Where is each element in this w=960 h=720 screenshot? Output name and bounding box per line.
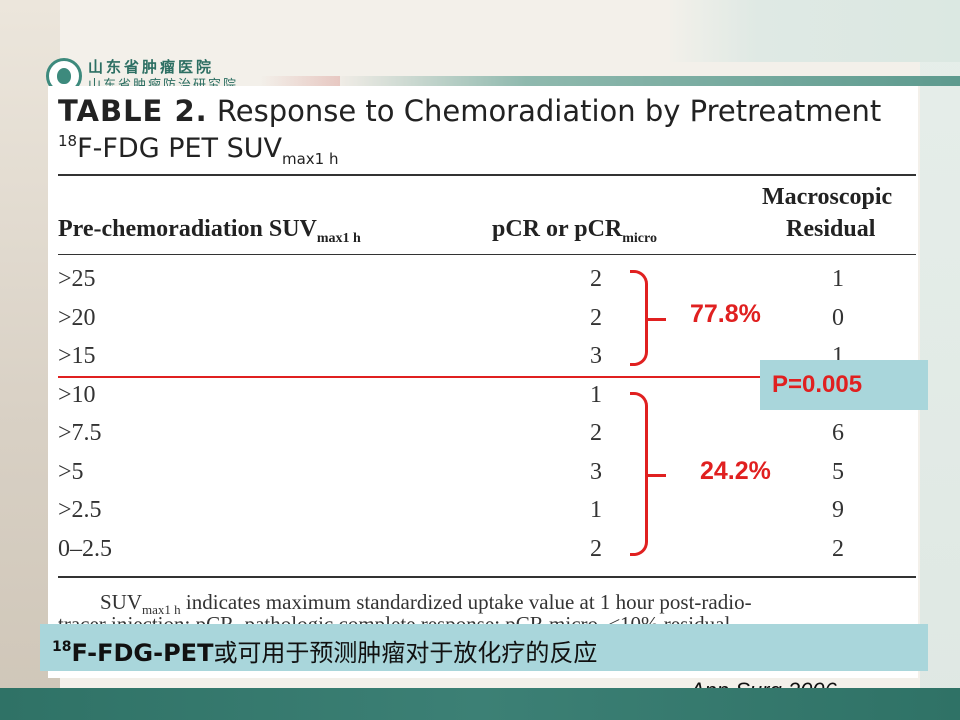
header-pre-chemoradiation: Pre-chemoradiation SUVmax1 h [58,216,361,246]
table-cell-threshold: 0–2.5 [58,536,112,562]
table-cell-threshold: >7.5 [58,420,102,446]
table-cell-threshold: >25 [58,266,96,292]
footnote-line2: tracer injection; pCR, pathologic comple… [58,612,731,624]
table-cell-pcr: 2 [590,536,602,562]
table-cell-pcr: 3 [590,343,602,369]
table-title-text: Response to Chemoradiation by Pretreatme… [216,94,882,128]
header-macroscopic: Macroscopic [762,184,893,210]
upper-bracket-tip [648,318,666,321]
lower-bracket-tip [648,474,666,477]
table-label: TABLE 2. [58,94,208,128]
table-cell-residual: 5 [832,459,844,485]
table-top-rule [58,174,916,176]
table-cell-threshold: >5 [58,459,84,485]
background-top-right [670,0,960,62]
lower-percent-label: 24.2% [700,457,771,485]
conclusion-caption: 18F-FDG-PET或可用于预测肿瘤对于放化疗的反应 [40,624,928,671]
header-band-pink [260,76,340,86]
threshold-divider-line [58,376,838,378]
header-band-teal [340,76,960,86]
table-cell-threshold: >15 [58,343,96,369]
table-cell-pcr: 1 [590,382,602,408]
table-title: TABLE 2. Response to Chemoradiation by P… [58,94,881,128]
table-cell-threshold: >10 [58,382,96,408]
p-value-box: P=0.005 [760,360,928,410]
table-cell-pcr: 3 [590,459,602,485]
table-cell-residual: 2 [832,536,844,562]
footnote: SUVmax1 h indicates maximum standardized… [100,590,752,617]
institute-name: 山东省肿瘤防治研究院 [88,78,239,88]
table-cell-pcr: 2 [590,305,602,331]
table-cell-residual: 0 [832,305,844,331]
hospital-name: 山东省肿瘤医院 [88,58,215,76]
header-residual: Residual [786,216,876,242]
table-cell-threshold: >20 [58,305,96,331]
table-cell-pcr: 1 [590,497,602,523]
upper-percent-label: 77.8% [690,300,761,328]
table-bottom-rule [58,576,916,578]
table-cell-residual: 1 [832,266,844,292]
upper-bracket [630,270,648,366]
table-cell-residual: 9 [832,497,844,523]
table-title-line2: 18F-FDG PET SUVmax1 h [58,132,339,168]
header-pcr: pCR or pCRmicro [492,216,657,246]
table-cell-pcr: 2 [590,266,602,292]
bottom-bar [0,688,960,720]
table-cell-threshold: >2.5 [58,497,102,523]
table-cell-pcr: 2 [590,420,602,446]
lower-bracket [630,392,648,556]
table-cell-residual: 6 [832,420,844,446]
header-rule [58,254,916,255]
